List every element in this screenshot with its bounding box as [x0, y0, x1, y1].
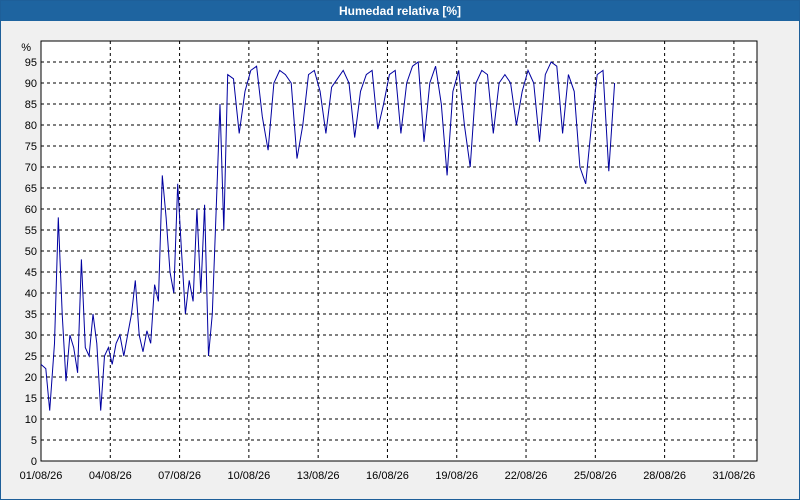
grid-lines [41, 41, 757, 461]
x-tick-labels: 01/08/26 04/08/26 07/08/26 10/08/26 13/08/26… [20, 470, 756, 482]
y-tick-label: 20 [25, 372, 37, 384]
x-tick-label: 16/08/26 [366, 470, 409, 482]
y-tick-label: 85 [25, 99, 37, 111]
x-tick-label: 28/08/26 [643, 470, 686, 482]
x-tick-label: 07/08/26 [158, 470, 201, 482]
y-tick-label: 55 [25, 225, 37, 237]
y-tick-label: 60 [25, 204, 37, 216]
y-tick-label: 80 [25, 120, 37, 132]
x-tick-label: 19/08/26 [435, 470, 478, 482]
y-tick-label: 40 [25, 288, 37, 300]
y-tick-label: 50 [25, 246, 37, 258]
humidity-series-line [40, 61, 616, 411]
y-tick-label: 5 [31, 435, 37, 447]
x-tick-label: 13/08/26 [297, 470, 340, 482]
chart-title: Humedad relativa [%] [1, 1, 799, 21]
x-tick-label: 10/08/26 [227, 470, 270, 482]
x-tick-label: 04/08/26 [89, 470, 132, 482]
x-tick-label: 01/08/26 [20, 470, 63, 482]
y-tick-label: 15 [25, 393, 37, 405]
y-tick-label: 45 [25, 267, 37, 279]
x-tick-label: 22/08/26 [505, 470, 548, 482]
y-tick-label: 25 [25, 351, 37, 363]
y-tick-label: 0 [31, 456, 37, 468]
y-tick-label: 75 [25, 141, 37, 153]
x-tick-label: 31/08/26 [712, 470, 755, 482]
y-tick-labels: 0 5 10 15 20 25 30 35 40 45 50 55 60 65 70 75 80 85 90 95 [25, 57, 37, 468]
y-tick-label: 65 [25, 183, 37, 195]
y-tick-label: 70 [25, 162, 37, 174]
y-tick-label: 95 [25, 57, 37, 69]
y-tick-label: 35 [25, 309, 37, 321]
x-tick-label: 25/08/26 [574, 470, 617, 482]
y-tick-label: 30 [25, 330, 37, 342]
y-tick-label: 90 [25, 78, 37, 90]
y-tick-label: 10 [25, 414, 37, 426]
y-axis-label: % [21, 42, 31, 54]
